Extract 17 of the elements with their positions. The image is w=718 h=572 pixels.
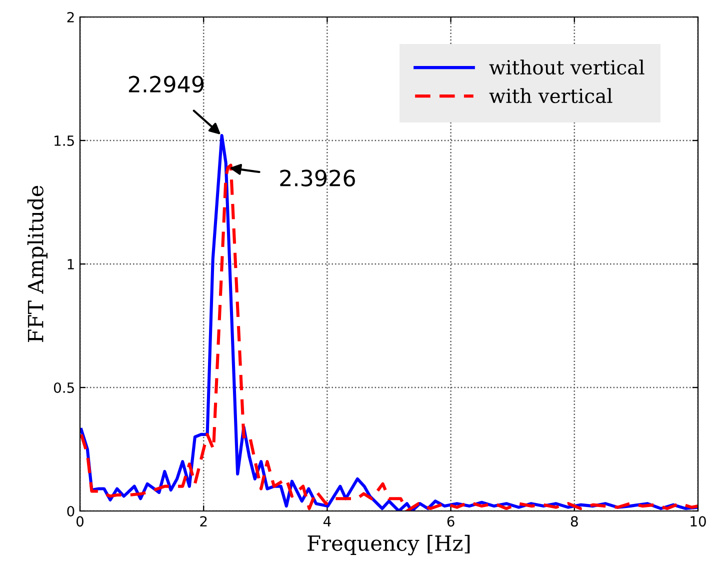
annotation: 2.3926 bbox=[280, 170, 355, 186]
annotation: 2.2949 bbox=[128, 76, 204, 93]
x-tick-label: 0 bbox=[76, 516, 84, 527]
x-axis-title: Frequency [Hz] bbox=[308, 534, 470, 556]
y-tick-label: 2 bbox=[67, 12, 74, 22]
x-tick-label: 8 bbox=[570, 516, 578, 527]
y-axis-title: FFT Amplitude bbox=[27, 186, 48, 342]
y-tick-label: 0.5 bbox=[54, 382, 74, 393]
x-tick-label: 4 bbox=[323, 516, 331, 526]
x-tick-label: 2 bbox=[200, 516, 207, 526]
y-tick-label: 1.5 bbox=[54, 136, 74, 146]
x-tick-label: 10 bbox=[690, 516, 706, 527]
y-tick-label: 1 bbox=[68, 259, 74, 270]
y-tick-label: 0 bbox=[67, 506, 74, 516]
x-tick-label: 6 bbox=[447, 516, 454, 527]
legend-label: without vertical bbox=[489, 60, 644, 75]
legend-label: with vertical bbox=[489, 88, 612, 104]
